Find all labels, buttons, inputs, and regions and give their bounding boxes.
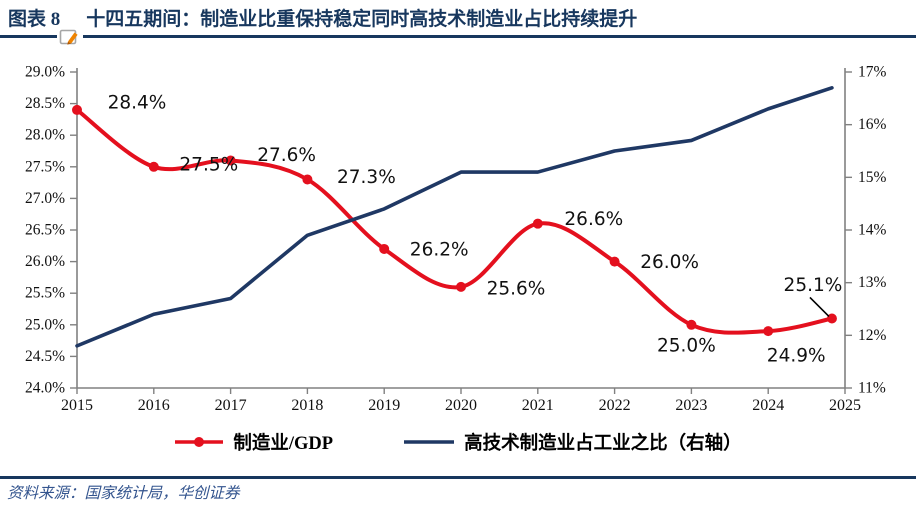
svg-text:2025: 2025	[829, 397, 861, 414]
svg-text:27.5%: 27.5%	[179, 154, 238, 175]
svg-text:27.0%: 27.0%	[25, 190, 65, 207]
axes: 29.0% 28.5% 28.0% 27.5% 27.0% 26.5% 26.0% 25.5%…	[25, 64, 887, 415]
svg-text:24.5%: 24.5%	[25, 348, 65, 365]
svg-text:26.5%: 26.5%	[25, 222, 65, 239]
svg-text:11%: 11%	[858, 380, 886, 397]
legend-item-hightech-share[interactable]: 高技术制造业占工业之比（右轴）	[403, 429, 742, 455]
chart-legend: 制造业/GDP 高技术制造业占工业之比（右轴）	[0, 429, 916, 455]
svg-text:27.3%: 27.3%	[337, 167, 396, 188]
svg-text:24.0%: 24.0%	[25, 380, 65, 397]
svg-text:28.0%: 28.0%	[25, 127, 65, 144]
svg-text:28.5%: 28.5%	[25, 95, 65, 112]
edit-chart-icon[interactable]	[57, 26, 83, 50]
svg-text:13%: 13%	[858, 274, 887, 291]
svg-text:2019: 2019	[368, 397, 400, 414]
svg-text:29.0%: 29.0%	[25, 64, 65, 81]
svg-text:25.0%: 25.0%	[657, 335, 716, 356]
svg-text:26.2%: 26.2%	[410, 239, 469, 260]
svg-text:2023: 2023	[675, 397, 707, 414]
svg-text:2024: 2024	[752, 397, 784, 414]
svg-text:26.6%: 26.6%	[564, 209, 623, 230]
series-0	[72, 104, 837, 337]
svg-text:2020: 2020	[445, 397, 477, 414]
svg-text:26.0%: 26.0%	[25, 253, 65, 270]
series-1	[75, 85, 834, 348]
legend-label: 制造业/GDP	[233, 434, 334, 454]
data-labels: 28.4% 27.5% 27.6% 27.3% 26.2% 25.6% 26.6% 26.0%…	[108, 92, 843, 366]
navy-line-swatch	[404, 440, 455, 444]
svg-text:2022: 2022	[599, 397, 631, 414]
svg-text:27.5%: 27.5%	[25, 158, 65, 175]
svg-text:27.6%: 27.6%	[257, 145, 316, 166]
title-divider	[0, 35, 916, 38]
svg-text:25.6%: 25.6%	[487, 278, 546, 299]
svg-text:25.0%: 25.0%	[25, 316, 65, 333]
svg-text:2015: 2015	[61, 397, 93, 414]
legend-label: 高技术制造业占工业之比（右轴）	[464, 434, 742, 454]
source-divider	[0, 476, 916, 479]
svg-text:24.9%: 24.9%	[767, 346, 826, 367]
chart-header: 图表 8 十四五期间：制造业比重保持稳定同时高技术制造业占比持续提升	[8, 4, 908, 31]
figure-label: 图表 8	[8, 9, 61, 30]
chart-title: 十四五期间：制造业比重保持稳定同时高技术制造业占比持续提升	[86, 9, 638, 30]
svg-text:28.4%: 28.4%	[108, 92, 167, 113]
source-text: 资料来源：国家统计局，华创证券	[7, 485, 240, 502]
svg-text:25.1%: 25.1%	[784, 275, 843, 296]
svg-text:2017: 2017	[215, 397, 247, 414]
svg-text:16%: 16%	[858, 116, 887, 133]
legend-item-manufacturing-gdp[interactable]: 制造业/GDP	[174, 429, 333, 455]
dual-axis-line-chart: 29.0% 28.5% 28.0% 27.5% 27.0% 26.5% 26.0% 25.5%…	[25, 64, 887, 415]
svg-text:17%: 17%	[858, 64, 887, 81]
svg-text:15%: 15%	[858, 169, 887, 186]
svg-text:25.5%: 25.5%	[25, 285, 65, 302]
svg-text:2021: 2021	[522, 397, 554, 414]
svg-text:14%: 14%	[858, 222, 887, 239]
svg-text:12%: 12%	[858, 327, 887, 344]
label-leader-line	[809, 296, 830, 318]
red-line-marker-swatch	[175, 437, 224, 447]
svg-text:2018: 2018	[291, 397, 323, 414]
svg-text:2016: 2016	[138, 397, 170, 414]
svg-text:26.0%: 26.0%	[640, 252, 699, 273]
edit-chart-icon-glyph	[59, 29, 78, 45]
